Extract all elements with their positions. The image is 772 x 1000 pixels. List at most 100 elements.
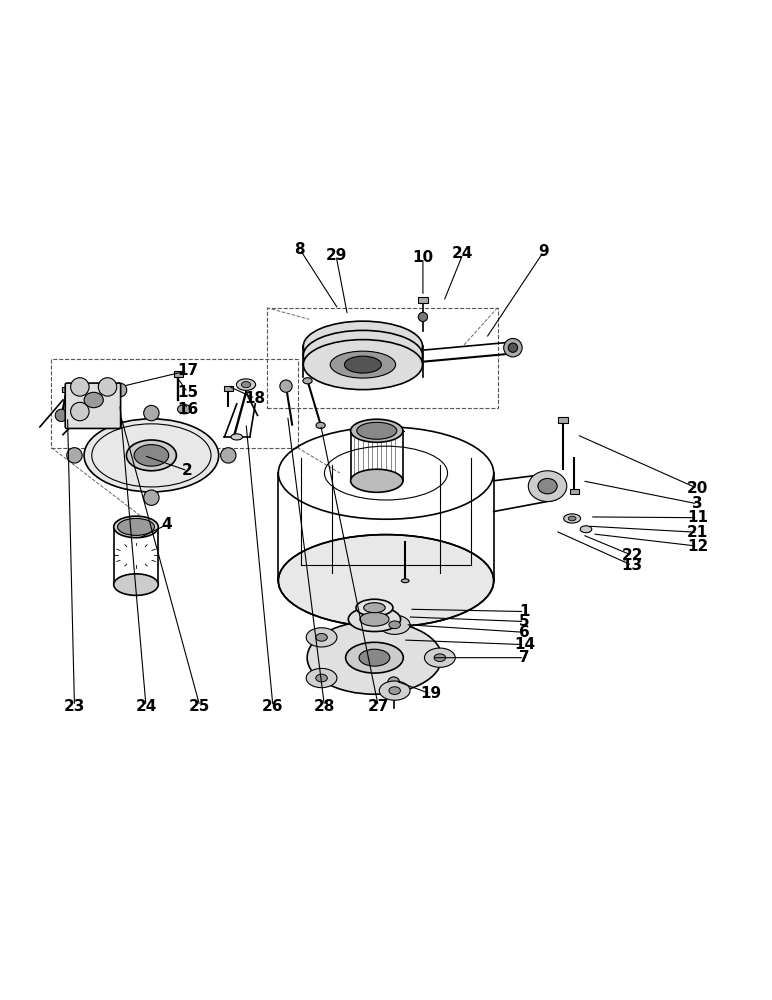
Bar	[63, 387, 71, 392]
Ellipse shape	[316, 422, 325, 428]
Text: 24: 24	[452, 246, 473, 261]
Text: 2: 2	[182, 463, 193, 478]
Bar	[52, 359, 297, 448]
Text: 1: 1	[520, 604, 530, 619]
Text: 29: 29	[325, 248, 347, 263]
Bar	[224, 386, 233, 391]
Text: 7: 7	[519, 650, 530, 665]
Ellipse shape	[379, 681, 410, 700]
Text: 25: 25	[189, 699, 211, 714]
Text: 22: 22	[621, 548, 643, 563]
Ellipse shape	[242, 382, 251, 388]
Ellipse shape	[360, 612, 389, 626]
Ellipse shape	[306, 668, 337, 688]
Ellipse shape	[303, 340, 422, 390]
FancyBboxPatch shape	[66, 383, 120, 428]
Ellipse shape	[84, 392, 103, 408]
Ellipse shape	[127, 440, 176, 471]
Text: 20: 20	[687, 481, 708, 496]
Text: 27: 27	[367, 699, 389, 714]
Ellipse shape	[350, 419, 403, 442]
Text: 21: 21	[687, 525, 708, 540]
Text: 4: 4	[161, 517, 172, 532]
Ellipse shape	[379, 615, 410, 634]
Text: 28: 28	[313, 699, 335, 714]
Text: 3: 3	[692, 496, 703, 511]
Text: 13: 13	[621, 558, 643, 573]
Ellipse shape	[117, 518, 154, 535]
Circle shape	[144, 490, 159, 505]
Text: 23: 23	[64, 699, 85, 714]
Ellipse shape	[357, 422, 397, 439]
Ellipse shape	[564, 514, 581, 523]
Ellipse shape	[303, 378, 312, 384]
Text: 16: 16	[177, 402, 198, 417]
Circle shape	[98, 378, 117, 396]
Ellipse shape	[330, 333, 395, 360]
Ellipse shape	[425, 648, 455, 667]
Circle shape	[221, 448, 236, 463]
Ellipse shape	[113, 516, 158, 538]
Ellipse shape	[528, 471, 567, 502]
Ellipse shape	[236, 379, 256, 390]
Text: 18: 18	[245, 391, 266, 406]
Bar	[174, 371, 183, 377]
Ellipse shape	[113, 574, 158, 595]
Circle shape	[388, 677, 400, 689]
Ellipse shape	[568, 516, 576, 521]
Text: 8: 8	[295, 242, 305, 257]
Circle shape	[508, 343, 517, 352]
Ellipse shape	[303, 321, 422, 371]
Ellipse shape	[316, 674, 327, 682]
Ellipse shape	[359, 649, 390, 666]
Ellipse shape	[538, 478, 557, 494]
Circle shape	[56, 409, 67, 422]
Bar	[570, 489, 579, 494]
Circle shape	[70, 402, 89, 421]
Text: 11: 11	[687, 510, 708, 525]
Ellipse shape	[389, 621, 401, 629]
Ellipse shape	[344, 356, 381, 373]
Bar	[558, 417, 567, 423]
Ellipse shape	[134, 445, 169, 466]
Ellipse shape	[348, 607, 401, 632]
Text: 17: 17	[177, 363, 198, 378]
Text: 26: 26	[262, 699, 283, 714]
Ellipse shape	[350, 469, 403, 492]
Circle shape	[70, 378, 89, 396]
Ellipse shape	[434, 654, 445, 662]
Ellipse shape	[364, 603, 385, 613]
Ellipse shape	[279, 535, 493, 627]
Ellipse shape	[316, 633, 327, 641]
Ellipse shape	[178, 405, 191, 414]
Ellipse shape	[401, 579, 409, 583]
Ellipse shape	[581, 526, 592, 533]
Ellipse shape	[231, 434, 242, 440]
Text: 24: 24	[135, 699, 157, 714]
Text: 12: 12	[687, 539, 708, 554]
Ellipse shape	[346, 642, 403, 673]
Text: 6: 6	[519, 625, 530, 640]
Text: 10: 10	[412, 250, 434, 265]
Text: 5: 5	[519, 614, 530, 629]
Circle shape	[113, 383, 127, 397]
Ellipse shape	[356, 599, 393, 616]
Text: 9: 9	[538, 244, 549, 259]
Circle shape	[279, 380, 292, 392]
Text: 19: 19	[420, 686, 441, 701]
Text: 15: 15	[177, 385, 198, 400]
Circle shape	[66, 448, 82, 463]
Ellipse shape	[330, 351, 395, 378]
Ellipse shape	[303, 330, 422, 380]
Ellipse shape	[306, 628, 337, 647]
Ellipse shape	[389, 687, 401, 694]
Ellipse shape	[307, 621, 442, 694]
Ellipse shape	[330, 342, 395, 369]
Text: 14: 14	[514, 637, 535, 652]
Circle shape	[144, 405, 159, 421]
Circle shape	[418, 312, 428, 322]
Bar	[418, 297, 428, 303]
Circle shape	[503, 338, 522, 357]
Ellipse shape	[84, 419, 218, 492]
Bar	[267, 308, 497, 408]
